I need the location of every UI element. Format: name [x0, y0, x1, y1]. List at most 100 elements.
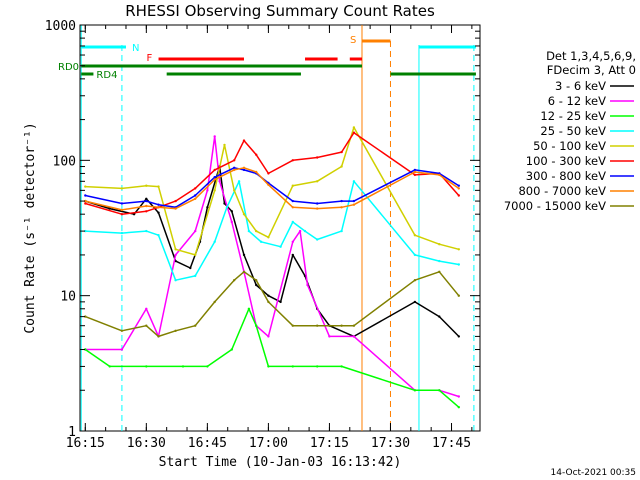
data-point — [352, 131, 356, 134]
data-point — [84, 202, 87, 205]
data-point — [120, 329, 124, 332]
series-line — [85, 271, 460, 338]
plot-area — [79, 24, 481, 432]
data-point — [84, 185, 87, 188]
data-point — [233, 168, 236, 172]
flare-label: F — [147, 53, 153, 64]
data-point — [223, 143, 226, 147]
data-point — [413, 170, 417, 174]
legend-header: FDecim 3, Att 0 — [547, 63, 636, 77]
data-point — [233, 159, 236, 162]
data-point — [157, 335, 160, 338]
legend-entry-label: 3 - 6 keV — [555, 79, 606, 93]
data-point — [316, 180, 319, 183]
data-point — [145, 204, 148, 208]
data-point — [328, 335, 331, 338]
data-point — [206, 206, 209, 209]
data-point — [194, 197, 197, 200]
data-point — [279, 245, 282, 248]
data-point — [413, 173, 417, 177]
data-point — [242, 168, 246, 172]
data-point — [413, 234, 417, 237]
data-point — [194, 194, 197, 197]
data-point — [181, 365, 185, 368]
data-point — [174, 253, 177, 257]
data-point — [174, 279, 177, 282]
data-point — [157, 185, 160, 188]
data-point — [306, 283, 309, 287]
data-point — [145, 199, 148, 203]
data-point — [120, 348, 124, 351]
data-point — [457, 187, 460, 190]
data-point — [157, 206, 160, 209]
x-tick-label: 17:15 — [310, 436, 349, 451]
x-tick-label: 16:45 — [188, 436, 227, 451]
x-tick-label: 17:00 — [249, 436, 288, 451]
data-point — [303, 229, 307, 233]
data-point — [194, 324, 197, 327]
data-point — [352, 199, 356, 203]
data-point — [247, 229, 251, 233]
data-point — [316, 324, 319, 327]
data-point — [352, 203, 356, 206]
data-point — [438, 315, 441, 318]
legend: Det 1,3,4,5,6,9,FDecim 3, Att 0 3 - 6 keV… — [504, 49, 636, 213]
data-point — [316, 156, 319, 159]
data-point — [457, 406, 460, 409]
x-tick-label: 17:45 — [432, 436, 471, 451]
data-point — [457, 184, 460, 187]
data-point — [108, 207, 111, 210]
chart-title: RHESSI Observing Summary Count Rates — [125, 2, 435, 20]
data-point — [84, 194, 87, 197]
data-point — [213, 135, 216, 138]
data-point — [352, 180, 356, 183]
x-tick-label: 17:30 — [371, 436, 410, 451]
data-point — [316, 238, 319, 241]
data-point — [84, 315, 87, 318]
data-point — [291, 220, 294, 224]
data-point — [457, 395, 460, 398]
timestamp: 14-Oct-2021 00:35 — [551, 468, 636, 478]
data-point — [233, 279, 236, 282]
data-point — [267, 365, 270, 368]
axes-layer: 16:15 16:30 16:45 17:00 17:15 17:30 17:45 1 10 10… — [45, 19, 480, 451]
data-point — [267, 172, 270, 175]
data-point — [213, 189, 216, 192]
data-point — [230, 210, 233, 213]
data-point — [157, 203, 160, 206]
data-point — [316, 207, 319, 210]
data-point — [174, 207, 177, 210]
data-point — [255, 153, 258, 156]
data-point — [438, 270, 441, 273]
data-point — [213, 178, 216, 181]
data-point — [291, 206, 294, 209]
series-line — [85, 165, 460, 338]
data-point — [267, 236, 270, 239]
legend-entry-label: 25 - 50 keV — [540, 124, 606, 138]
data-point — [120, 231, 124, 235]
data-point — [230, 348, 233, 351]
data-point — [291, 184, 294, 187]
data-point — [242, 213, 246, 216]
data-point — [340, 365, 343, 368]
x-tick-label: 16:15 — [66, 436, 105, 451]
data-point — [213, 300, 216, 304]
data-point — [145, 307, 148, 310]
y-tick-label: 1000 — [45, 19, 76, 34]
data-point — [298, 229, 302, 233]
series-line — [85, 131, 460, 215]
data-point — [237, 180, 241, 183]
data-point — [413, 389, 417, 392]
data-point — [340, 206, 343, 209]
data-point — [194, 187, 197, 190]
data-point — [259, 240, 263, 243]
data-point — [189, 266, 192, 270]
data-point — [213, 240, 216, 243]
y-tick-label: 10 — [60, 290, 76, 305]
data-point — [457, 248, 460, 251]
series-layer — [84, 126, 460, 409]
data-point — [242, 139, 246, 142]
data-point — [145, 197, 148, 200]
data-point — [438, 389, 441, 392]
flags-layer: N S F RD0 RD4 — [58, 25, 476, 431]
